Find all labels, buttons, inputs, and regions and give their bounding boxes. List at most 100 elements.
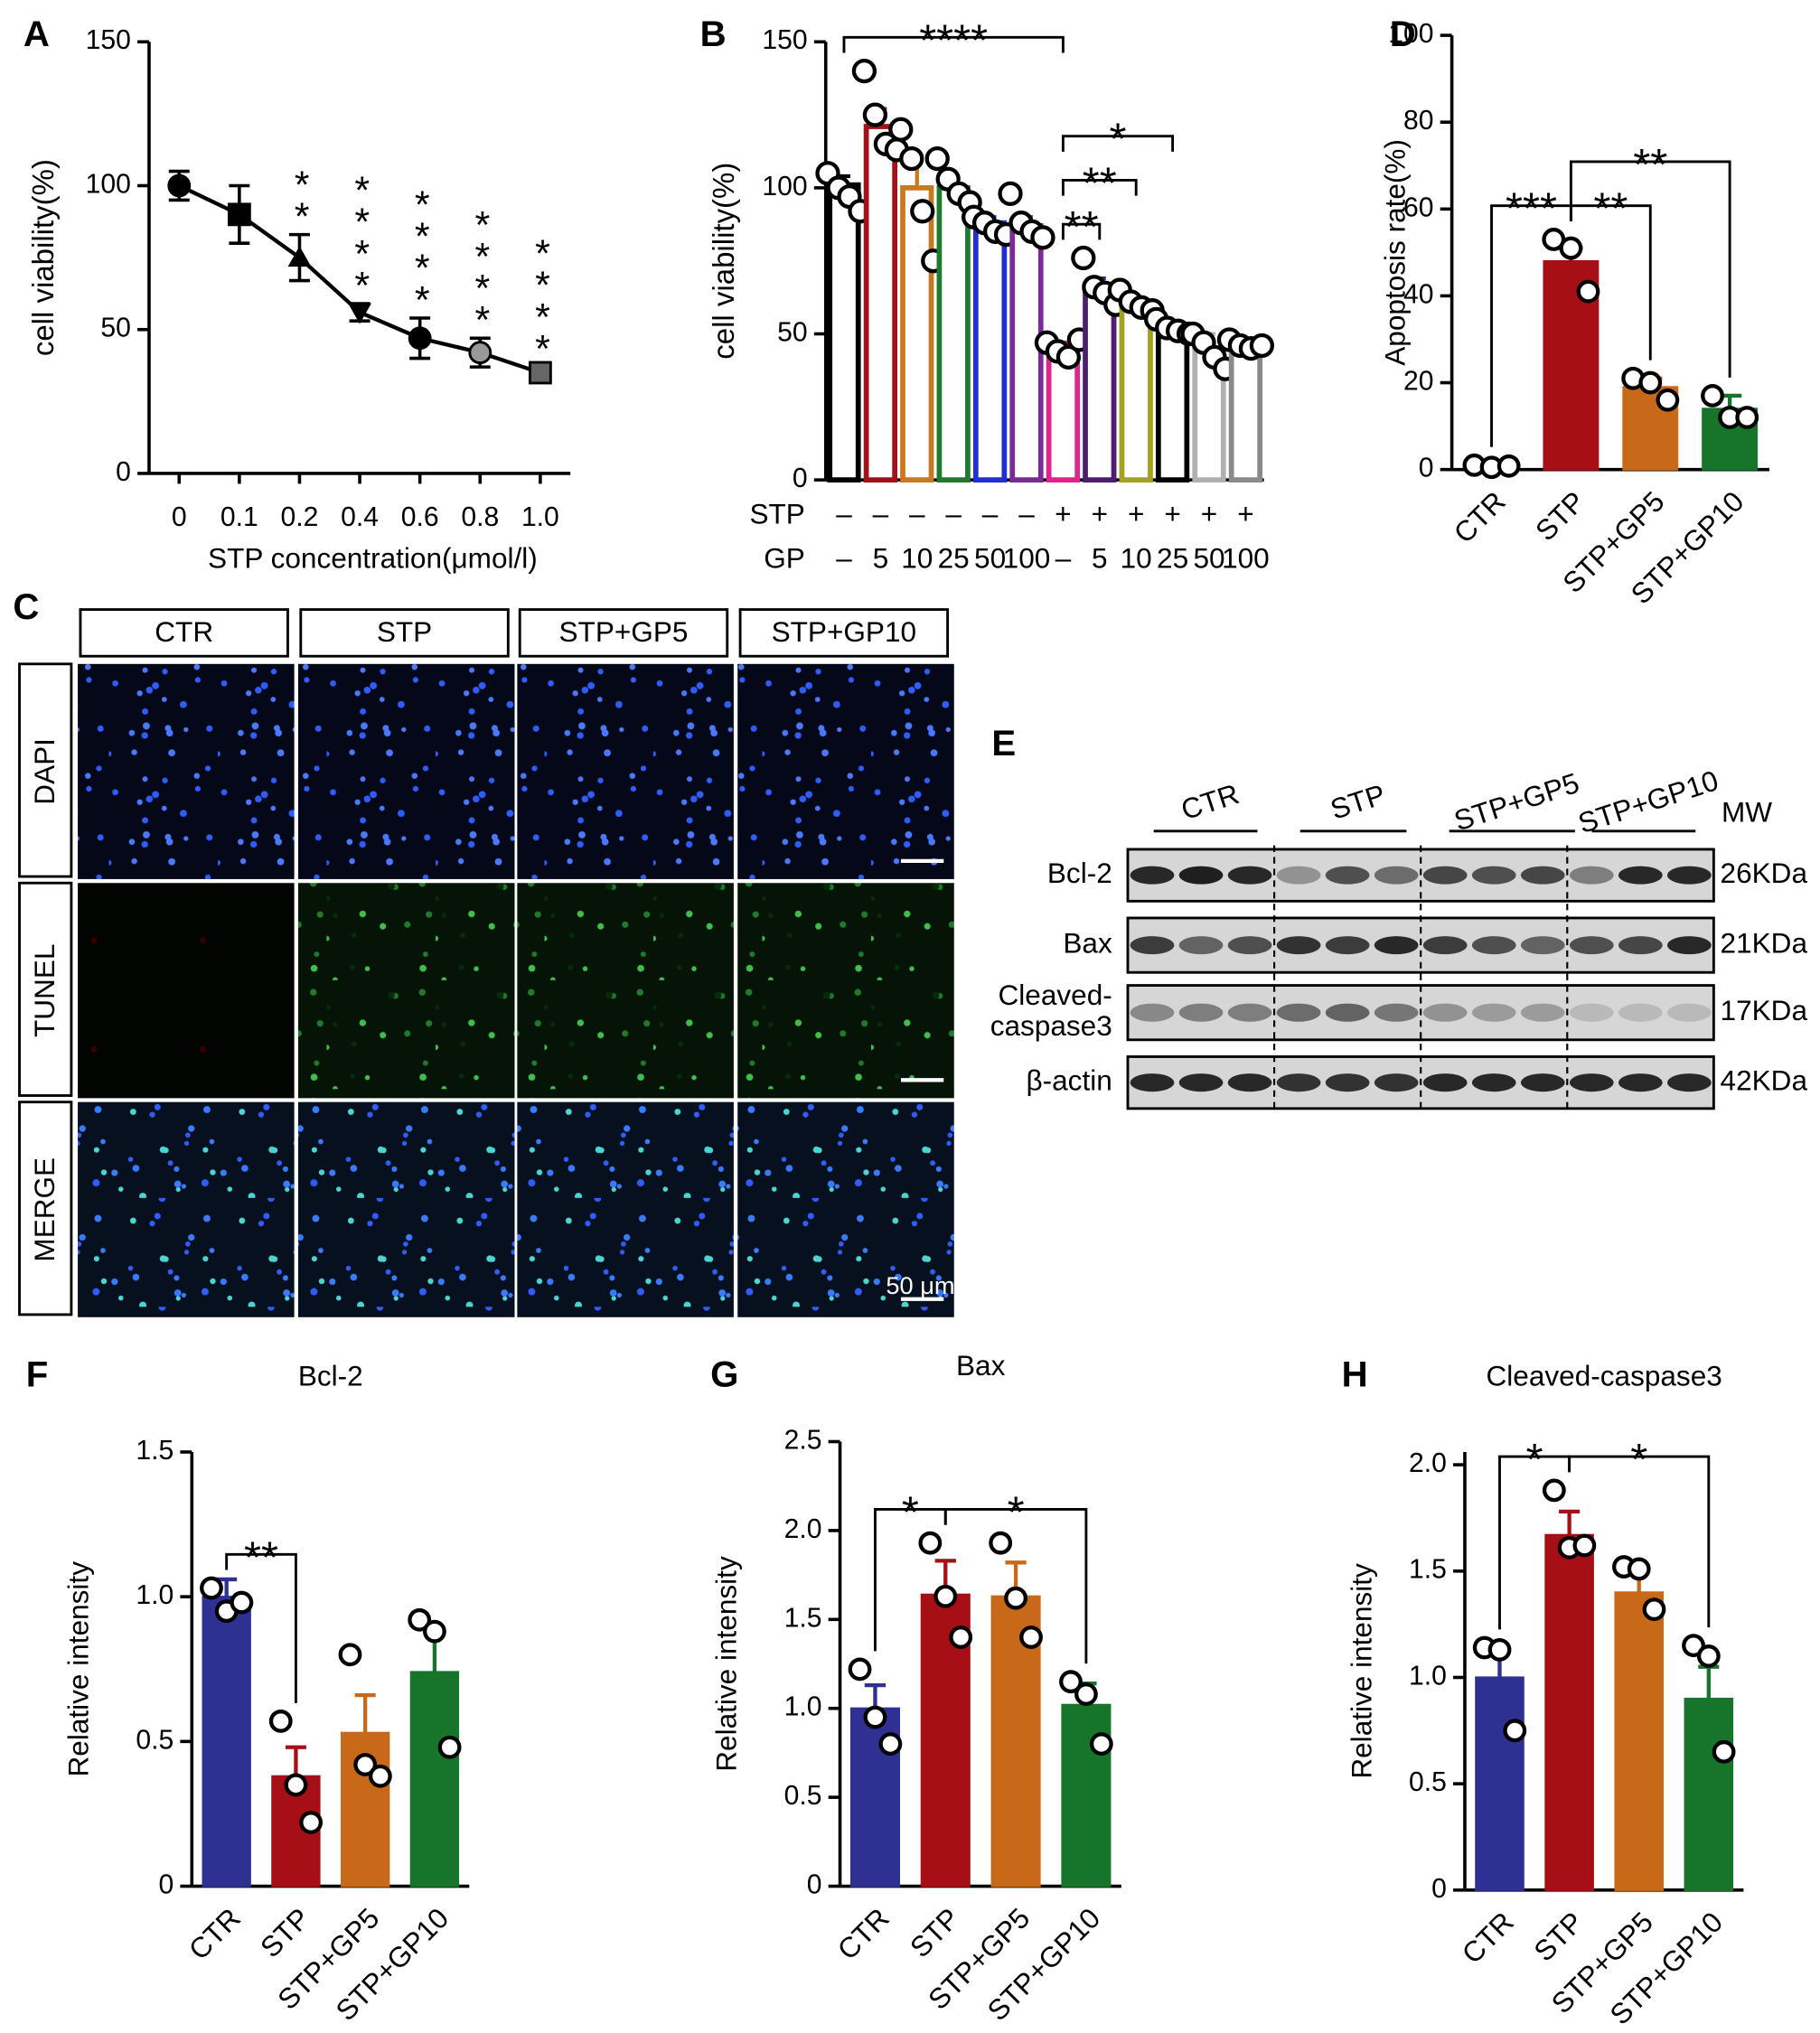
data-point [1030,225,1055,250]
data-point [1638,370,1663,395]
blot-band [1667,866,1712,885]
data-point [368,1764,392,1788]
row-label: Bcl-2 [1047,857,1112,889]
significance-label: **** [461,203,504,330]
significance-bracket [1061,135,1175,152]
significance-label: ** [1633,141,1667,190]
data-point [200,1576,223,1600]
data-point [924,145,950,172]
marker [287,246,312,267]
error-bar [354,1692,376,1733]
significance-label: *** [1506,185,1557,234]
significance-label: ** [1593,185,1628,234]
significance-bracket [1061,222,1102,240]
y-tick-label: 1.5 [784,1603,822,1633]
x-axis-label: STP concentration(μmol/l) [208,541,538,574]
bar [863,124,897,482]
y-tick-label: 0.5 [784,1781,822,1811]
data-point [1627,1557,1651,1581]
row-header [18,662,73,878]
blot-band [1130,1073,1175,1092]
x-tick-label: – [982,498,999,530]
micrograph-image [78,663,295,879]
column-label: STP [377,615,432,648]
x-tick-label: 0.2 [281,502,319,532]
y-tick-label: 1.5 [136,1436,174,1466]
bar [1155,325,1190,482]
bar [1614,1591,1665,1891]
data-point [1089,1732,1113,1756]
significance-label: **** [341,169,384,295]
data-point [1559,236,1583,260]
y-tick-label: 150 [762,25,807,55]
row-label: caspase3 [990,1009,1112,1042]
x-tick-label: 0.6 [401,502,439,532]
significance-label: ** [244,1533,278,1582]
micrograph-image [517,1101,734,1317]
scale-bar-label: 50 μm [886,1271,954,1299]
y-tick-label: 1.0 [784,1692,822,1722]
x-tick-label: – [945,498,962,530]
bar [202,1596,251,1888]
micrograph-image [737,883,954,1099]
marker [468,341,493,365]
error-bar [285,1745,306,1776]
blot-band [1325,866,1370,885]
significance-label: ** [280,164,324,227]
bar [1061,1703,1112,1888]
bar [972,220,1008,482]
x-tick-label: – [836,541,852,574]
x-tick-label: CTR [830,1901,895,1965]
y-tick-label: 2.5 [784,1425,822,1455]
chart-title: Cleaved-caspase3 [1487,1360,1722,1392]
marker [227,202,251,227]
blot-band [1227,866,1272,885]
y-tick-label: 0.5 [1409,1767,1447,1797]
y-tick-label: 1.5 [1409,1555,1447,1585]
significance-label: **** [400,183,444,310]
significance-label: **** [919,16,988,65]
row-label: β-actin [1026,1063,1112,1096]
significance-label: * [902,1488,919,1537]
data-point [933,1584,958,1608]
bar [936,185,971,482]
bar [900,185,934,482]
group-label: STP [1327,778,1389,826]
x-tick-label: + [1055,498,1071,530]
bar [1046,345,1081,482]
data-point [862,102,888,127]
blot-band [1276,936,1321,955]
marker [167,173,192,198]
x-tick-label: STP [1527,1906,1590,1968]
row-name: STP [749,498,804,530]
bar [1544,1533,1594,1891]
y-tick-label: 0 [1431,1874,1447,1904]
y-tick-label: 20 [1403,366,1434,396]
row-label: Cleaved- [999,979,1112,1011]
x-tick-label: 0.4 [341,502,379,532]
blot-band [1374,1073,1419,1092]
significance-label: ** [1065,203,1099,252]
chart-title: Bax [956,1349,1006,1382]
x-tick-label: 0 [172,502,187,532]
panel-label: A [23,14,50,54]
column-label: STP+GP5 [559,615,689,648]
panel-label: C [13,586,39,627]
data-point [878,1732,903,1756]
blot-band [1569,866,1614,885]
x-tick-label: 25 [938,541,970,574]
significance-bracket [1061,178,1138,196]
blot-band [1422,1003,1468,1022]
micrograph-image [297,883,515,1099]
significance-bracket [1569,160,1731,378]
blot-band [1520,1073,1565,1092]
data-point [888,117,914,142]
column-header [738,608,950,658]
significance-label: * [1008,1488,1025,1537]
blot-band [1618,1073,1663,1092]
x-tick-label: 100 [1003,541,1051,574]
data-point [918,1531,943,1555]
y-axis-label: Relative intensity [61,1561,94,1777]
row-label: MERGE [28,1157,61,1262]
